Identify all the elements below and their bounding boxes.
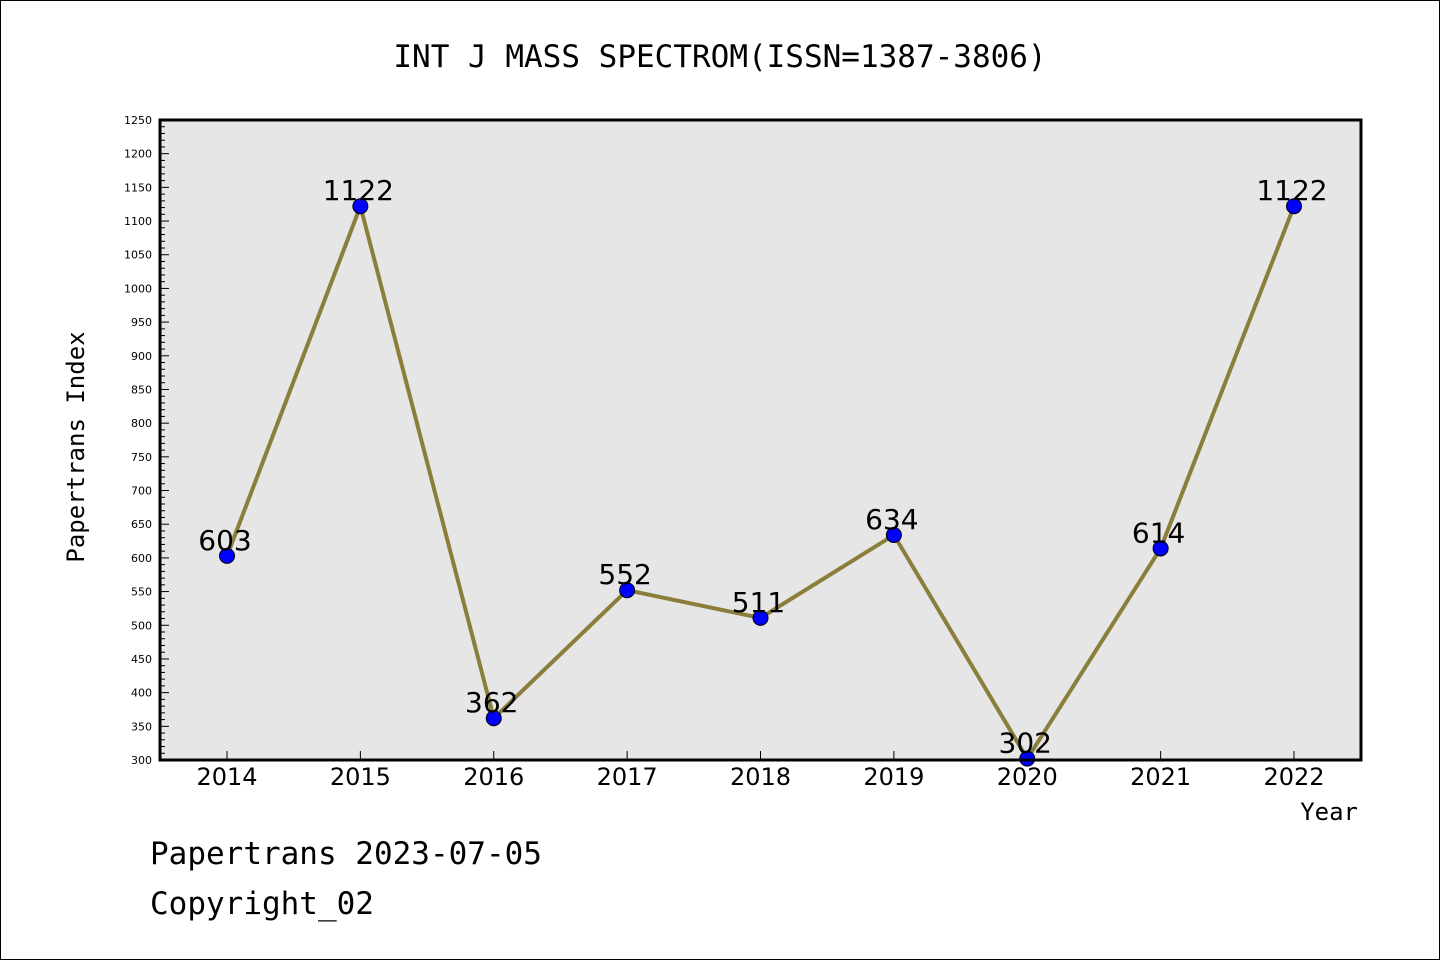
y-tick-label: 850 [131,383,152,396]
x-tick-label: 2017 [597,763,658,791]
y-tick-label: 900 [131,350,152,363]
plot-frame [158,118,1363,762]
data-label: 511 [732,586,785,619]
y-tick-label: 400 [131,687,152,700]
series-layer: 603 1122 362 552 511 634 302 614 1122 [198,174,1328,767]
y-tick-label: 800 [131,417,152,430]
data-label: 552 [598,558,651,591]
y-tick-label: 750 [131,451,152,464]
data-point [1286,198,1302,215]
footer-copyright: Copyright_02 [150,886,374,922]
data-point [352,198,369,215]
y-tick-label: 1000 [124,282,152,295]
data-label: 1122 [323,174,394,207]
y-tick-label: 950 [131,316,152,329]
y-tick-label: 650 [131,518,152,531]
x-tick-label: 2018 [730,763,791,791]
y-tick-label: 1100 [124,215,152,228]
y-tick-label: 1050 [124,249,152,262]
x-tick-label: 2016 [463,763,524,791]
y-tick-label: 350 [131,720,152,733]
data-label: 614 [1132,516,1185,549]
data-label: 634 [865,503,918,536]
y-axis-title: Papertrans Index [62,331,90,562]
y-tick-label: 600 [131,552,152,565]
y-tick-label: 700 [131,485,152,498]
plot-area [160,120,1361,760]
chart-title: INT J MASS SPECTROM(ISSN=1387-3806) [393,39,1046,75]
x-tick-label: 2014 [196,763,257,791]
x-tick-label: 2021 [1130,763,1191,791]
y-tick-label: 300 [131,754,152,767]
x-tick-label: 2020 [997,763,1058,791]
x-tick-label: 2019 [863,763,924,791]
y-tick-label: 1200 [124,148,152,161]
data-label: 302 [999,727,1052,760]
data-point [885,526,902,543]
y-tick-label: 1250 [124,114,152,127]
data-point [485,710,502,727]
x-tick-label: 2022 [1263,763,1324,791]
data-point [1152,540,1169,557]
data-point [752,609,769,626]
x-tick-label: 2015 [330,763,391,791]
data-label: 603 [198,524,251,557]
y-axis: 300 350 400 450 500 550 600 650 700 750 800 850 900 9… [124,114,169,767]
y-tick-label: 450 [131,653,152,666]
y-tick-label: 1150 [124,181,152,194]
data-point [619,582,636,599]
data-label: 362 [465,686,518,719]
y-tick-label: 550 [131,586,152,599]
y-tick-label: 500 [131,619,152,632]
footer-date: Papertrans 2023-07-05 [150,836,542,872]
data-point [219,547,235,564]
x-axis-title: Year [1300,798,1358,826]
data-label: 1122 [1256,174,1327,207]
